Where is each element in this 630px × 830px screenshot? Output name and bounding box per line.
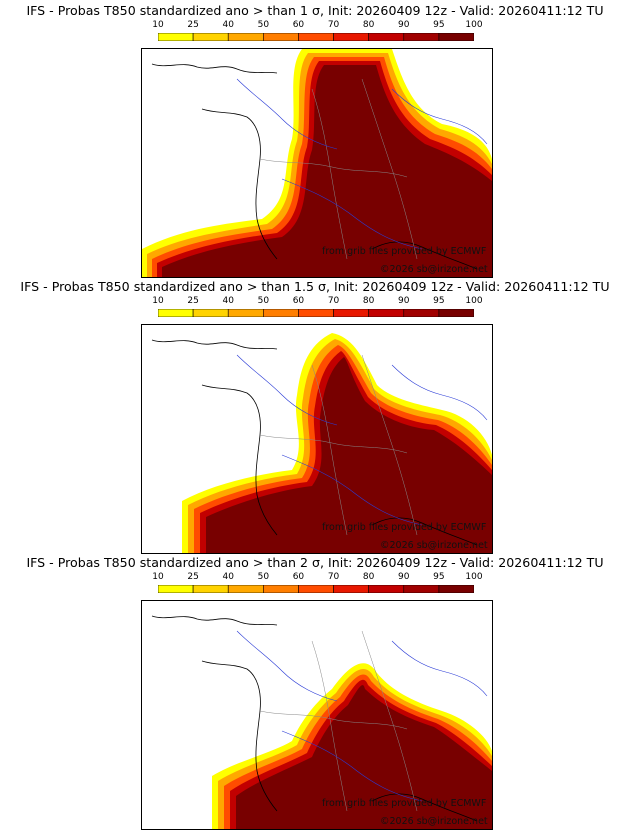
- colorbar-segment: [192, 309, 229, 317]
- colorbar-segment: [158, 585, 194, 593]
- colorbar-tick-label: 40: [222, 296, 234, 306]
- colorbar-tick-label: 80: [362, 296, 375, 306]
- colorbar-segment: [227, 309, 264, 317]
- colorbar-segment: [158, 33, 194, 41]
- map-panel-3: IFS - Probas T850 standardized ano > tha…: [0, 552, 630, 830]
- borders: [259, 354, 418, 536]
- colorbar-tick-label: 60: [292, 20, 305, 30]
- colorbar-segment: [368, 309, 405, 317]
- colorbar-tick-label: 10: [152, 572, 164, 582]
- colorbar-tick-label: 80: [362, 572, 375, 582]
- colorbar-segment: [438, 309, 474, 317]
- colorbar-tick-label: 70: [327, 296, 340, 306]
- colorbar-segment: [333, 309, 369, 317]
- colorbar-segment: [227, 33, 264, 41]
- colorbar-labels: 10 25 40 50 60 70 80 90 95 100: [152, 572, 482, 584]
- colorbar-tick-label: 10: [152, 296, 164, 306]
- prob-shading: [212, 663, 492, 829]
- colorbar-segment: [298, 585, 334, 593]
- colorbar-segment: [158, 309, 194, 317]
- colorbar: [158, 309, 474, 317]
- borders: [259, 630, 418, 812]
- colorbar-tick-label: 95: [433, 572, 445, 582]
- colorbar-tick-label: 40: [222, 572, 234, 582]
- probability-map: from grib files provided by ECMWF ©2026 …: [141, 48, 493, 278]
- colorbar-tick-label: 40: [222, 20, 234, 30]
- panel-title: IFS - Probas T850 standardized ano > tha…: [26, 555, 604, 570]
- colorbar-segment: [403, 309, 440, 317]
- colorbar-tick-label: 80: [362, 20, 375, 30]
- colorbar-tick-label: 25: [187, 572, 199, 582]
- panel-title: IFS - Probas T850 standardized ano > tha…: [20, 279, 610, 294]
- colorbar-segment: [298, 309, 334, 317]
- colorbar-tick-label: 50: [257, 20, 270, 30]
- colorbar-segment: [368, 585, 405, 593]
- colorbar-tick-label: 100: [465, 20, 483, 30]
- map-svg: from grib files provided by ECMWF ©2026 …: [142, 49, 492, 277]
- copyright-credit: ©2026 sb@irizone.net: [380, 816, 488, 827]
- colorbar: [158, 585, 474, 593]
- colorbar-segment: [263, 309, 299, 317]
- colorbar-tick-label: 50: [257, 572, 270, 582]
- colorbar-segment: [298, 33, 334, 41]
- source-credit: from grib files provided by ECMWF: [322, 246, 486, 257]
- colorbar-tick-label: 60: [292, 296, 305, 306]
- colorbar-tick-label: 90: [398, 20, 410, 30]
- colorbar-segment: [438, 33, 474, 41]
- source-credit: from grib files provided by ECMWF: [322, 798, 486, 809]
- colorbar-tick-label: 100: [465, 296, 483, 306]
- prob-shading: [142, 49, 492, 277]
- colorbar-segment: [333, 33, 369, 41]
- colorbar-tick-label: 95: [433, 296, 445, 306]
- colorbar-segment: [263, 33, 299, 41]
- colorbar-tick-label: 100: [465, 572, 483, 582]
- source-credit: from grib files provided by ECMWF: [322, 522, 486, 533]
- colorbar-segment: [192, 33, 229, 41]
- prob-shading: [182, 333, 492, 553]
- colorbar-segment: [403, 585, 440, 593]
- rivers: [236, 78, 488, 250]
- colorbar-segment: [403, 33, 440, 41]
- colorbar-tick-label: 70: [327, 572, 340, 582]
- colorbar-labels: 10 25 40 50 60 70 80 90 95 100: [152, 20, 482, 32]
- colorbar-tick-label: 95: [433, 20, 445, 30]
- colorbar-tick-label: 90: [398, 572, 410, 582]
- colorbar-tick-label: 70: [327, 20, 340, 30]
- copyright-credit: ©2026 sb@irizone.net: [380, 540, 488, 551]
- colorbar-tick-label: 10: [152, 20, 164, 30]
- map-panel-1: IFS - Probas T850 standardized ano > tha…: [0, 0, 630, 278]
- panel-title: IFS - Probas T850 standardized ano > tha…: [26, 3, 604, 18]
- borders: [259, 78, 418, 260]
- colorbar-tick-label: 60: [292, 572, 305, 582]
- probability-map: from grib files provided by ECMWF ©2026 …: [141, 324, 493, 554]
- rivers: [236, 630, 488, 802]
- colorbar: [158, 33, 474, 41]
- colorbar-segment: [438, 585, 474, 593]
- map-svg: from grib files provided by ECMWF ©2026 …: [151, 615, 492, 829]
- copyright-credit: ©2026 sb@irizone.net: [380, 264, 488, 275]
- colorbar-tick-label: 90: [398, 296, 410, 306]
- map-svg: from grib files provided by ECMWF ©2026 …: [151, 333, 492, 553]
- colorbar-tick-label: 25: [187, 296, 199, 306]
- colorbar-tick-label: 25: [187, 20, 199, 30]
- colorbar-labels: 10 25 40 50 60 70 80 90 95 100: [152, 296, 482, 308]
- colorbar-segment: [263, 585, 299, 593]
- map-panel-2: IFS - Probas T850 standardized ano > tha…: [0, 276, 630, 554]
- colorbar-segment: [333, 585, 369, 593]
- probability-map: from grib files provided by ECMWF ©2026 …: [141, 600, 493, 830]
- colorbar-segment: [192, 585, 229, 593]
- colorbar-segment: [227, 585, 264, 593]
- rivers: [236, 354, 488, 526]
- colorbar-tick-label: 50: [257, 296, 270, 306]
- colorbar-segment: [368, 33, 405, 41]
